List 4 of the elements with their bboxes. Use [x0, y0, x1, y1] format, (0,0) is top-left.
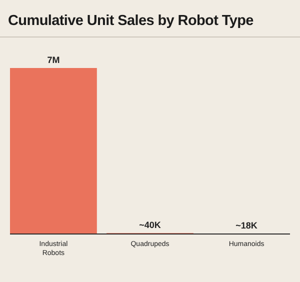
data-label: ~40K	[139, 220, 162, 230]
chart-title: Cumulative Unit Sales by Robot Type	[8, 13, 254, 29]
data-label: 7M	[47, 55, 60, 65]
data-label: ~18K	[236, 220, 258, 231]
